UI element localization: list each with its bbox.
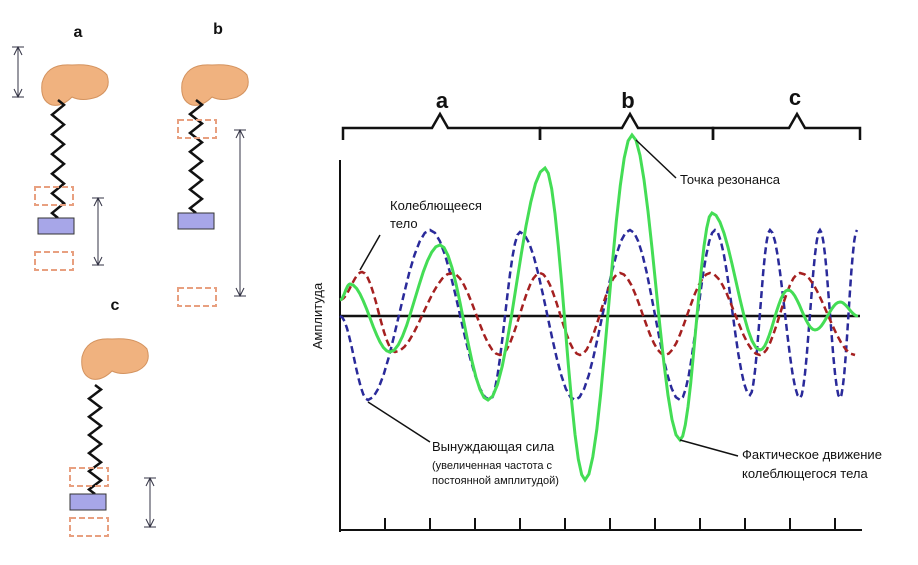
leader-line [359, 234, 381, 271]
motion-curve [339, 132, 859, 483]
position-marker [177, 119, 217, 139]
bracket [341, 111, 542, 140]
position-marker [34, 186, 74, 206]
annotation: постоянной амплитудой) [432, 475, 559, 487]
mass [69, 493, 107, 511]
hand [41, 64, 109, 106]
spring [187, 99, 205, 214]
leader-line [679, 439, 739, 457]
annotation: (увеличенная частота с [432, 460, 553, 472]
panel-label: c [111, 297, 120, 314]
bracket [711, 111, 862, 140]
arrow-head [13, 45, 23, 99]
position-marker [69, 517, 109, 537]
section-label: c [789, 85, 801, 110]
mass [177, 212, 215, 230]
leader-line [635, 139, 677, 179]
leader-line [367, 401, 431, 443]
bracket [538, 111, 715, 140]
section-label: a [436, 88, 449, 113]
position-marker [177, 287, 217, 307]
section-label: b [621, 88, 634, 113]
annotation: Фактическое движение [742, 447, 882, 462]
hand [181, 64, 249, 106]
spring [50, 99, 66, 219]
spring-panels [12, 45, 249, 537]
annotation: Точка резонанса [680, 172, 781, 187]
panel-label: a [74, 24, 83, 41]
position-marker [69, 467, 109, 487]
spring [86, 384, 104, 495]
resonance-graph [339, 111, 862, 532]
arrow-head [235, 128, 245, 298]
position-marker [34, 251, 74, 271]
annotation: Колеблющееся [390, 198, 482, 213]
annotation: тело [390, 216, 418, 231]
mass [37, 217, 75, 235]
body-curve [339, 270, 856, 357]
hand [81, 338, 149, 380]
arrow-head [93, 196, 103, 267]
annotation: колеблющегося тела [742, 466, 868, 481]
annotation: Вынуждающая сила [432, 439, 555, 454]
panel-label: b [213, 21, 223, 38]
y-axis-label: Амплитуда [310, 282, 325, 349]
arrow-head [145, 476, 155, 529]
